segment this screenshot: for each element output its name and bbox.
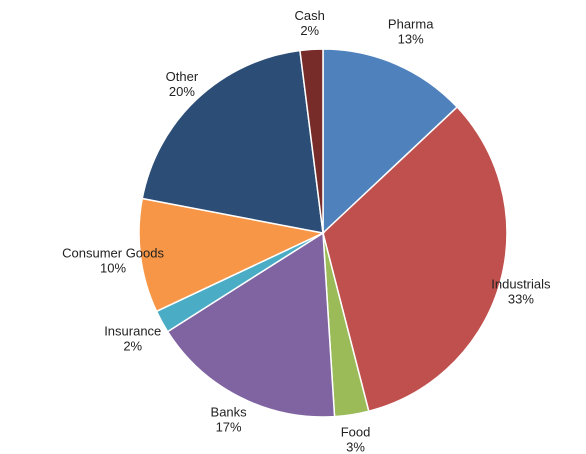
label-food: Food xyxy=(341,424,371,439)
slice-pharma xyxy=(322,48,459,235)
label-banks: Banks xyxy=(211,404,248,419)
percent-other: 20% xyxy=(169,84,195,99)
slice-consumer-goods xyxy=(138,197,326,313)
percent-pharma: 13% xyxy=(398,31,424,46)
percent-industrials: 33% xyxy=(508,291,534,306)
percent-banks: 17% xyxy=(216,419,242,434)
percent-consumer-goods: 10% xyxy=(100,261,126,276)
percent-food: 3% xyxy=(346,439,365,454)
slice-industrials xyxy=(322,105,508,413)
percent-insurance: 2% xyxy=(123,339,142,354)
label-insurance: Insurance xyxy=(104,324,161,339)
label-pharma: Pharma xyxy=(388,16,434,31)
label-consumer-goods: Consumer Goods xyxy=(62,246,164,261)
percent-cash: 2% xyxy=(300,23,319,38)
slice-other xyxy=(141,49,324,234)
slice-cash xyxy=(299,48,324,234)
label-other: Other xyxy=(166,69,199,84)
label-cash: Cash xyxy=(295,8,325,23)
label-industrials: Industrials xyxy=(491,276,551,291)
slice-banks xyxy=(166,231,336,418)
